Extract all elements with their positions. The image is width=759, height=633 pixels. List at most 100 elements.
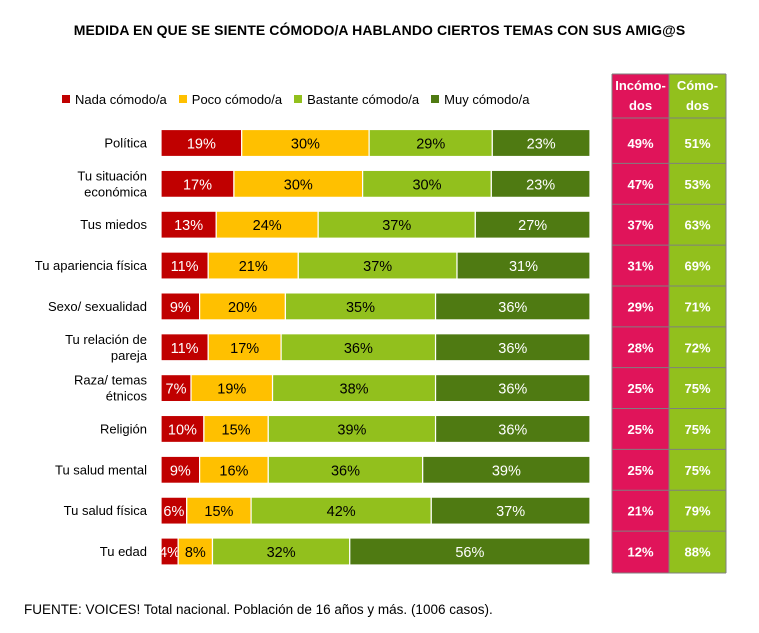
summary-value-incomodos: 25% [627, 381, 653, 396]
data-label-muy: 37% [496, 504, 525, 520]
legend-label-bastante: Bastante cómodo/a [307, 92, 420, 107]
category-label: Tu salud mental [55, 462, 147, 477]
data-label-nada: 11% [171, 341, 199, 357]
summary-value-comodos: 53% [684, 177, 710, 192]
summary-value-incomodos: 49% [627, 136, 653, 151]
summary-value-comodos: 51% [684, 136, 710, 151]
data-label-poco: 30% [291, 137, 320, 153]
summary-value-comodos: 75% [684, 422, 710, 437]
bar-segment-muy [434, 333, 591, 362]
data-label-nada: 19% [187, 137, 216, 153]
bar-segment-poco [177, 537, 214, 566]
bar-segment-poco [199, 292, 287, 321]
bar-segment-poco [203, 414, 269, 444]
category-label: Tu relación de pareja [65, 332, 148, 363]
category-label: Sexo/ sexualidad [48, 299, 147, 314]
bar-segment-bastante [317, 210, 476, 239]
summary-value-incomodos: 37% [627, 218, 653, 233]
data-label-nada: 17% [183, 177, 212, 193]
bar-segment-muy [422, 455, 591, 484]
bar-segment-nada [160, 128, 243, 158]
summary-value-comodos: 69% [684, 259, 710, 274]
data-label-poco: 8% [185, 545, 206, 561]
category-label: Tu salud física [64, 503, 148, 518]
legend-item-poco: Poco cómodo/a [178, 92, 283, 107]
legend-label-nada: Nada cómodo/a [75, 92, 167, 107]
bar-segment-poco [199, 455, 269, 484]
bar-segment-nada [160, 251, 209, 280]
bar-segment-bastante [297, 251, 458, 280]
legend-item-bastante: Bastante cómodo/a [294, 92, 419, 107]
data-label-nada: 7% [166, 382, 187, 398]
bar-segment-muy [349, 537, 591, 566]
summary-value-comodos: 79% [684, 504, 710, 519]
data-label-bastante: 39% [337, 422, 366, 438]
data-label-bastante: 37% [363, 259, 392, 275]
bar-segment-nada [160, 210, 217, 239]
chart-title: MEDIDA EN QUE SE SIENTE CÓMODO/A HABLAND… [73, 22, 686, 38]
data-label-muy: 56% [455, 545, 484, 561]
data-label-poco: 30% [284, 177, 313, 193]
category-label: Raza/ temas étnicos [74, 373, 147, 404]
category-label: Religión [100, 421, 147, 436]
data-label-muy: 31% [509, 259, 538, 275]
data-label-nada: 6% [163, 504, 184, 520]
bar-segment-muy [430, 496, 591, 525]
legend-item-nada: Nada cómodo/a [62, 92, 167, 107]
data-label-nada: 10% [168, 422, 197, 438]
summary-header-incomodos: Incómo-dos [615, 78, 666, 113]
data-label-bastante: 32% [267, 545, 296, 561]
summary-value-incomodos: 29% [627, 299, 653, 314]
legend-label-poco: Poco cómodo/a [191, 92, 283, 107]
summary-value-comodos: 88% [684, 545, 710, 560]
data-label-muy: 23% [526, 177, 555, 193]
data-label-muy: 23% [527, 137, 556, 153]
data-label-muy: 27% [518, 218, 547, 234]
data-label-muy: 36% [498, 300, 527, 316]
data-label-bastante: 36% [344, 341, 373, 357]
bar-segment-muy [491, 128, 591, 158]
data-label-poco: 21% [239, 259, 268, 275]
data-label-poco: 16% [219, 463, 248, 479]
data-label-muy: 39% [492, 463, 521, 479]
bar-segment-muy [434, 292, 591, 321]
legend-swatch-poco [178, 95, 187, 103]
data-label-muy: 36% [498, 422, 527, 438]
bar-segment-bastante [284, 292, 437, 321]
summary-value-incomodos: 25% [627, 422, 653, 437]
data-label-bastante: 35% [346, 300, 375, 316]
bar-segment-poco [186, 496, 252, 525]
category-label: Tu apariencia física [35, 258, 148, 273]
summary-value-incomodos: 47% [627, 177, 653, 192]
data-label-bastante: 36% [331, 463, 360, 479]
legend-label-muy: Muy cómodo/a [444, 92, 530, 107]
bar-segment-bastante [267, 455, 424, 484]
summary-value-comodos: 72% [684, 340, 710, 355]
category-label: Política [104, 136, 147, 151]
bar-segment-muy [490, 169, 591, 198]
summary-value-comodos: 75% [684, 463, 710, 478]
bar-segment-poco [207, 251, 299, 280]
data-label-nada: 9% [170, 463, 191, 479]
data-label-bastante: 38% [340, 382, 369, 398]
data-label-bastante: 30% [412, 177, 441, 193]
summary-value-incomodos: 25% [627, 463, 653, 478]
category-label: Tu edad [100, 544, 147, 559]
summary-value-incomodos: 28% [627, 340, 653, 355]
legend-item-muy: Muy cómodo/a [431, 92, 529, 107]
bar-segment-nada [160, 292, 201, 321]
bar-segment-bastante [267, 414, 437, 444]
bar-segment-muy [474, 210, 591, 239]
data-label-bastante: 37% [382, 218, 411, 234]
summary-value-comodos: 75% [684, 381, 710, 396]
data-label-bastante: 29% [416, 137, 445, 153]
summary-value-comodos: 71% [684, 299, 710, 314]
bar-segment-bastante [271, 374, 437, 403]
data-label-nada: 4% [159, 545, 180, 561]
data-label-muy: 36% [498, 341, 527, 357]
legend: Nada cómodo/a Poco cómodo/a Bastante cómod… [62, 92, 541, 107]
legend-swatch-nada [62, 95, 70, 103]
bar-segment-nada [160, 455, 201, 484]
data-label-nada: 9% [170, 300, 191, 316]
